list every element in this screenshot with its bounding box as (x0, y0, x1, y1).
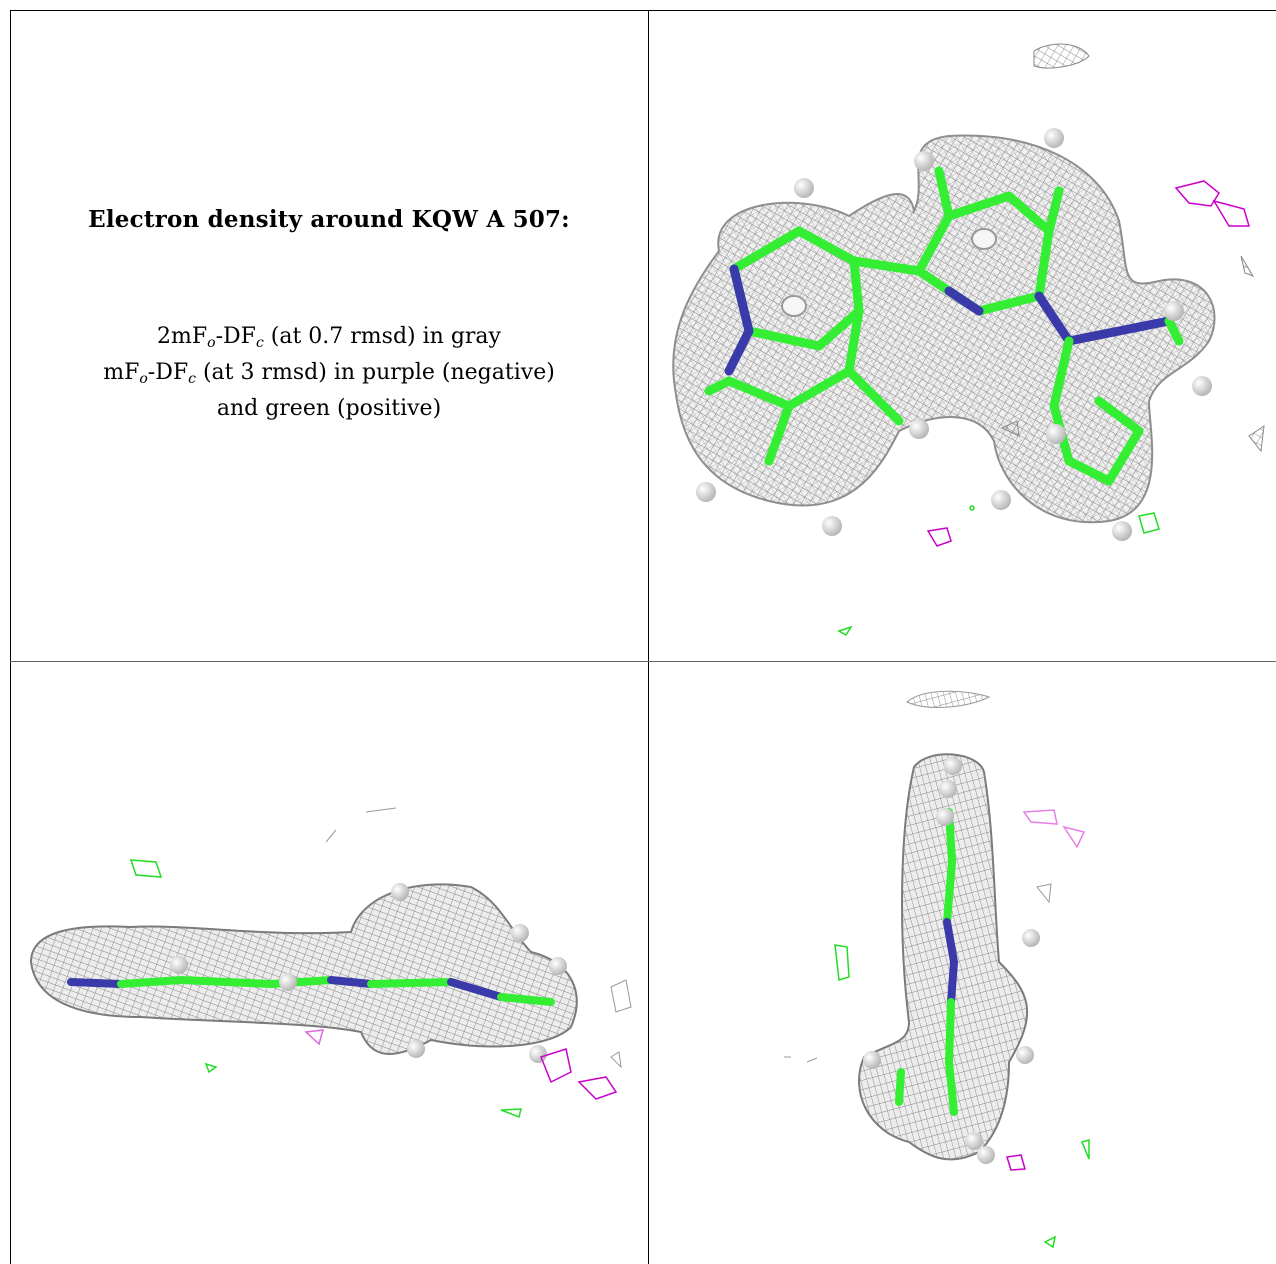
negative-difference-density (1006, 809, 1086, 1171)
stray-gray-mesh (325, 807, 632, 1069)
frame-vertical-divider (648, 10, 649, 1264)
density-top-view (672, 43, 1265, 637)
density-side-view-panel (11, 662, 648, 1264)
hydrogen-atoms (696, 128, 1212, 541)
density-edge-view (784, 690, 1090, 1249)
ligand-sticks (704, 166, 1184, 486)
positive-difference-density (837, 505, 1160, 637)
density-edge-view-panel (649, 662, 1276, 1264)
caption-line-2mfo: 2mFo-DFc (at 0.7 rmsd) in gray (157, 324, 501, 351)
caption-description: 2mFo-DFc (at 0.7 rmsd) in gray mFo-DFc (… (10, 322, 648, 424)
positive-difference-density (129, 859, 522, 1119)
hydrogen-atoms (170, 883, 567, 1063)
negative-difference-density (304, 1029, 618, 1100)
gray-density-mesh (29, 883, 578, 1055)
frame-horizontal-divider (10, 661, 1276, 662)
negative-difference-density (926, 180, 1251, 547)
figure-grid: Electron density around KQW A 507: 2mFo-… (10, 10, 1276, 1264)
ligand-sticks (895, 808, 959, 1116)
hydrogen-atoms (863, 757, 1040, 1164)
caption-line-positive: and green (positive) (216, 396, 442, 421)
caption-panel: Electron density around KQW A 507: 2mFo-… (10, 10, 648, 661)
density-side-view (29, 807, 632, 1119)
caption-line-mfo: mFo-DFc (at 3 rmsd) in purple (negative) (103, 360, 555, 387)
density-top-view-panel (649, 11, 1276, 661)
ligand-sticks (67, 975, 555, 1006)
stray-gray-mesh (1000, 43, 1265, 453)
frame-top-border (10, 10, 1276, 11)
positive-difference-density (834, 944, 1090, 1249)
frame-left-border (10, 10, 11, 1264)
caption-title: Electron density around KQW A 507: (88, 206, 570, 233)
stray-gray-mesh (784, 690, 1052, 1063)
